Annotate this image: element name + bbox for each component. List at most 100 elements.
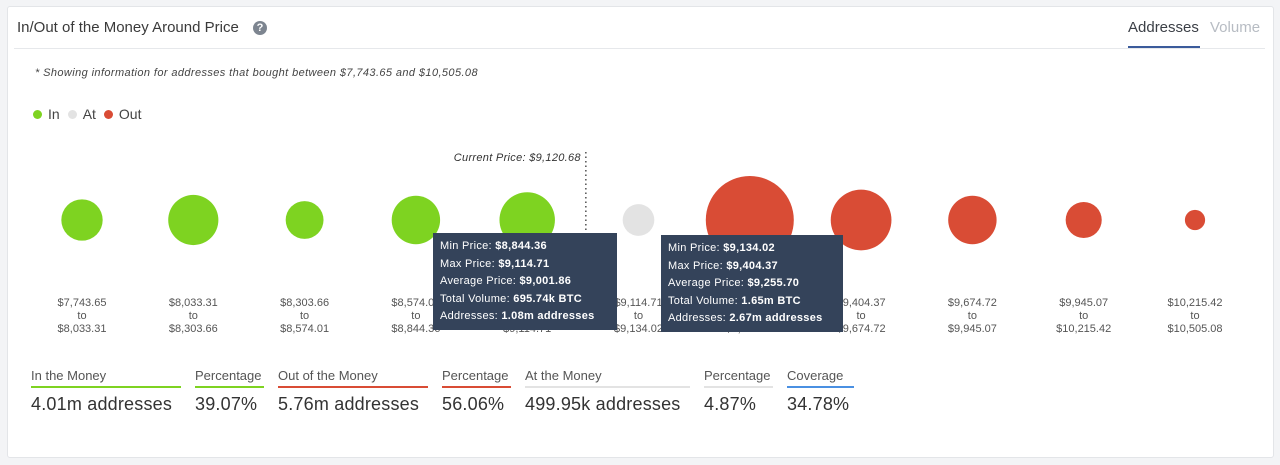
legend: In At Out	[33, 106, 150, 122]
in-dot-icon	[33, 109, 42, 119]
range-connector-label: to	[189, 310, 198, 322]
tooltip-volume-label: Total Volume:	[440, 292, 510, 305]
tooltip-min-value: $9,134.02	[723, 242, 775, 254]
stat-bar	[525, 386, 690, 388]
stat-value: 5.76m addresses	[278, 394, 420, 414]
stat-value: 56.06%	[442, 394, 505, 414]
range-note: * Showing information for addresses that…	[35, 67, 478, 79]
current-price-label: Current Price: $9,120.68	[454, 152, 582, 164]
tab-addresses[interactable]: Addresses	[1128, 19, 1199, 36]
tooltip-avg-label: Average Price:	[668, 277, 745, 289]
legend-item-out[interactable]: Out	[103, 106, 142, 122]
stat-label: Percentage	[195, 368, 262, 383]
range-price-label: $9,945.07	[1059, 297, 1108, 309]
range-price-label: $8,303.66	[169, 323, 218, 335]
tooltip-in-range: Min Price: $8,844.36 Max Price: $9,114.7…	[433, 233, 617, 330]
legend-label-out: Out	[118, 106, 142, 122]
range-connector-label: to	[1079, 310, 1088, 322]
tooltip-max-label: Max Price:	[668, 259, 723, 272]
stat-coverage: Coverage 34.78%	[787, 368, 854, 415]
stat-bar	[704, 386, 773, 388]
range-connector-label: to	[857, 310, 866, 322]
bubble-out[interactable]	[1065, 201, 1102, 239]
tab-volume[interactable]: Volume	[1210, 19, 1261, 36]
stat-in-percentage: Percentage 39.07%	[195, 368, 264, 415]
tooltip-addresses-label: Addresses:	[668, 312, 727, 324]
bubble-in[interactable]	[61, 199, 103, 241]
range-price-label: $9,945.07	[948, 323, 997, 335]
stat-bar	[442, 386, 511, 388]
tooltip-addresses-value: 1.08m addresses	[501, 310, 595, 322]
header-divider	[14, 48, 1265, 49]
stat-label: Coverage	[787, 368, 844, 383]
range-price-label: $8,574.01	[280, 323, 329, 335]
range-connector-label: to	[300, 310, 309, 322]
range-price-label: $8,033.31	[169, 297, 218, 309]
bubble-out[interactable]	[948, 195, 997, 245]
active-tab-indicator	[1128, 46, 1200, 48]
stat-label: At the Money	[525, 368, 602, 383]
range-connector-label: to	[411, 310, 420, 322]
stat-bar	[31, 386, 181, 388]
bubble-at[interactable]	[622, 204, 655, 236]
tooltip-max-value: $9,114.71	[498, 257, 550, 270]
bubble-in[interactable]	[285, 201, 324, 239]
bubble-out[interactable]	[830, 189, 892, 251]
tooltip-min-label: Min Price:	[668, 242, 720, 254]
tooltip-addresses-label: Addresses:	[440, 310, 499, 322]
stat-value: 499.95k addresses	[525, 394, 681, 414]
tooltip-max-label: Max Price:	[440, 257, 495, 270]
widget-title: In/Out of the Money Around Price	[17, 19, 239, 36]
range-price-label: $8,033.31	[58, 323, 107, 335]
out-dot-icon	[103, 109, 113, 119]
stat-label: Out of the Money	[278, 368, 378, 383]
range-price-label: $10,505.08	[1167, 323, 1222, 335]
question-circle-icon[interactable]: ?	[253, 21, 267, 35]
tooltip-max-value: $9,404.37	[726, 259, 778, 272]
stat-bar	[278, 386, 428, 388]
stat-value: 4.01m addresses	[31, 394, 173, 414]
at-dot-icon	[67, 109, 77, 119]
range-price-label: $8,844.36	[391, 323, 440, 335]
stat-label: In the Money	[31, 368, 107, 383]
range-price-label: $10,215.42	[1167, 297, 1222, 309]
stat-at-the-money: At the Money 499.95k addresses	[525, 368, 690, 415]
bubble-in[interactable]	[391, 195, 441, 245]
range-price-label: $7,743.65	[58, 297, 107, 309]
range-connector-label: to	[1190, 310, 1199, 322]
stat-value: 39.07%	[195, 394, 258, 414]
bubble-chart: $7,743.65to$8,033.31$8,033.31to$8,303.66…	[58, 152, 1223, 335]
legend-label-in: In	[48, 106, 60, 122]
legend-item-in[interactable]: In	[33, 106, 60, 122]
stat-at-percentage: Percentage 4.87%	[704, 368, 773, 415]
stat-in-the-money: In the Money 4.01m addresses	[31, 368, 181, 415]
range-price-label: $9,134.02	[614, 323, 663, 335]
stat-out-percentage: Percentage 56.06%	[442, 368, 511, 415]
legend-label-at: At	[82, 106, 96, 122]
stat-value: 34.78%	[787, 394, 850, 414]
tooltip-out-range: Min Price: $9,134.02 Max Price: $9,404.3…	[661, 235, 843, 332]
range-connector-label: to	[634, 310, 643, 322]
range-connector-label: to	[968, 310, 977, 322]
tooltip-avg-label: Average Price:	[440, 275, 517, 287]
stat-bar	[787, 386, 854, 388]
bubble-out[interactable]	[1184, 209, 1206, 231]
range-price-label: $9,674.72	[948, 297, 997, 309]
tooltip-avg-value: $9,001.86	[519, 275, 572, 287]
range-price-label: $8,303.66	[280, 297, 329, 309]
range-price-label: $9,114.71	[614, 297, 662, 309]
tooltip-volume-label: Total Volume:	[668, 294, 738, 307]
range-price-label: $10,215.42	[1056, 323, 1111, 335]
bubble-in[interactable]	[168, 194, 219, 246]
range-price-label: $8,574.01	[391, 297, 440, 309]
tooltip-addresses-value: 2.67m addresses	[729, 312, 823, 324]
tooltip-volume-value: 1.65m BTC	[741, 294, 801, 307]
stat-bar	[195, 386, 264, 388]
legend-item-at[interactable]: At	[67, 106, 96, 122]
range-price-label: $9,404.37	[837, 297, 886, 309]
range-connector-label: to	[77, 310, 86, 322]
stat-out-of-the-money: Out of the Money 5.76m addresses	[278, 368, 428, 415]
tooltip-avg-value: $9,255.70	[747, 277, 800, 289]
tooltip-volume-value: 695.74k BTC	[513, 292, 583, 305]
range-price-label: $9,674.72	[837, 323, 886, 335]
